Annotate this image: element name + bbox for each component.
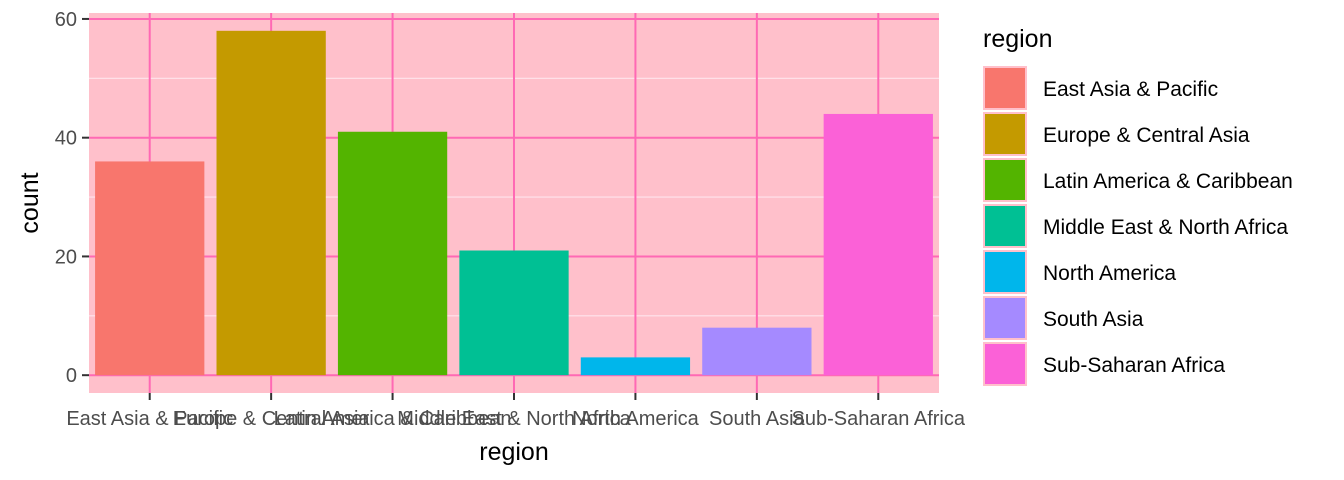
legend-key xyxy=(985,344,1025,384)
legend-items: East Asia & Pacific Europe & Central Asia… xyxy=(983,66,1293,386)
bar xyxy=(95,161,205,376)
bar xyxy=(216,30,326,376)
legend-label: Sub-Saharan Africa xyxy=(1043,354,1225,377)
y-tick-label: 0 xyxy=(66,365,77,387)
y-axis-title: count xyxy=(16,172,44,233)
legend-label: North America xyxy=(1043,262,1176,285)
bar xyxy=(337,131,448,376)
bar xyxy=(702,327,812,376)
bars xyxy=(95,30,933,376)
bar xyxy=(459,250,569,376)
legend-key xyxy=(985,160,1025,200)
legend-key xyxy=(985,252,1025,292)
x-tick-label: South Asia xyxy=(709,408,806,430)
legend-label: Europe & Central Asia xyxy=(1043,124,1250,147)
y-tick-label: 60 xyxy=(55,9,77,31)
x-tick-label: East Asia & Pacific xyxy=(66,408,233,430)
x-tick-label: North America xyxy=(572,408,700,430)
legend-key xyxy=(985,206,1025,246)
legend-label: Latin America & Caribbean xyxy=(1043,170,1293,193)
legend-label: East Asia & Pacific xyxy=(1043,78,1218,101)
bar xyxy=(580,357,691,376)
legend-key xyxy=(985,298,1025,338)
x-axis-title: region xyxy=(479,438,549,466)
x-tick-label: Sub-Saharan Africa xyxy=(792,408,966,430)
y-tick-label: 20 xyxy=(55,246,77,268)
legend-label: South Asia xyxy=(1043,308,1144,331)
y-tick-label: 40 xyxy=(55,128,77,150)
legend-title: region xyxy=(983,25,1053,53)
x-tick-label: Middle East & North Africa xyxy=(397,408,631,430)
legend-label: Middle East & North Africa xyxy=(1043,216,1288,239)
x-tick-label: Latin America & Caribbean xyxy=(274,408,512,430)
legend-key xyxy=(985,68,1025,108)
y-axis: 0 20 40 60 xyxy=(55,9,89,387)
bar xyxy=(823,113,933,376)
legend: region East Asia & Pacific Europe & Centr… xyxy=(983,25,1293,386)
legend-key xyxy=(985,114,1025,154)
x-tick-label: Europe & Central Asia xyxy=(173,408,371,430)
